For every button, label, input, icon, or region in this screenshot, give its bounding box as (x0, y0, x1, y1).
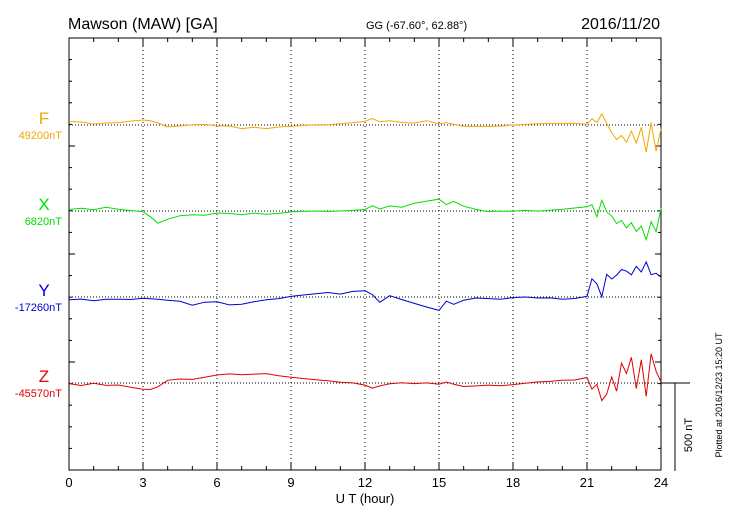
series-labels: F 49200nT X 6820nT Y -17260nT Z -45570nT (15, 109, 62, 400)
baseline-value-y: -17260nT (15, 302, 62, 314)
x-tick-label: 12 (358, 475, 372, 490)
series-name-f: F (39, 109, 49, 128)
x-tick-label: 3 (139, 475, 146, 490)
baseline-value-f: 49200nT (19, 130, 63, 142)
x-tick-label: 15 (432, 475, 446, 490)
plotted-at-note: Plotted at 2016/12/23 15:20 UT (714, 332, 724, 458)
x-axis-label: U T (hour) (336, 491, 395, 506)
trace-z (68, 353, 662, 402)
x-tick-label: 9 (287, 475, 294, 490)
baseline-value-z: -45570nT (15, 388, 62, 400)
trace-f (68, 112, 662, 153)
scale-bar: 500 nT (661, 382, 695, 471)
x-tick-labels: 0 3 6 9 12 15 18 21 24 (65, 475, 668, 490)
series-name-x: X (38, 195, 49, 214)
x-tick-label: 24 (654, 475, 668, 490)
x-tick-label: 6 (213, 475, 220, 490)
x-tick-label: 18 (506, 475, 520, 490)
baseline-value-x: 6820nT (25, 216, 63, 228)
series-name-y: Y (38, 281, 49, 300)
trace-y (68, 260, 662, 311)
trace-x (68, 198, 662, 242)
series-name-z: Z (39, 367, 49, 386)
scale-bar-label: 500 nT (683, 418, 695, 453)
x-tick-label: 21 (580, 475, 594, 490)
series-traces (68, 112, 662, 402)
coordinates-label: GG (-67.60°, 62.88°) (366, 20, 467, 32)
station-title: Mawson (MAW) [GA] (68, 16, 218, 33)
x-tick-label: 0 (65, 475, 72, 490)
grid-lines (142, 38, 588, 470)
date-label: 2016/11/20 (581, 16, 660, 33)
